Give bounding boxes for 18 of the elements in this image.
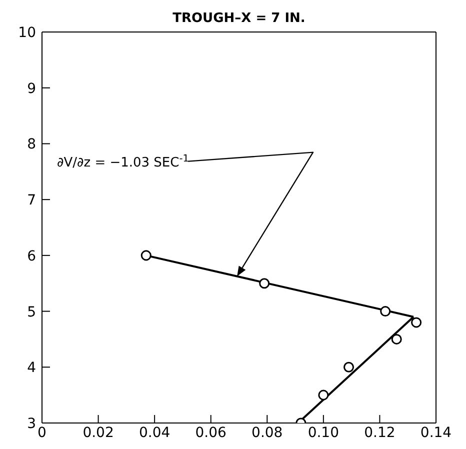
y-tick-label: 8 <box>27 136 36 153</box>
x-tick-label: 0.12 <box>364 424 396 441</box>
annotation: ∂V/∂z = −1.03 SEC$^{-1}$ <box>57 152 189 170</box>
x-tick-label: 0 <box>38 424 46 441</box>
x-tick-label: 0.10 <box>308 424 340 441</box>
x-tick-label: 0.06 <box>195 424 227 441</box>
chart-title: TROUGH–X = 7 IN. <box>172 11 306 26</box>
x-tick-label: 0.02 <box>82 424 114 441</box>
x-tick-label: 0.04 <box>138 424 170 441</box>
y-tick-label: 10 <box>18 24 36 41</box>
x-tick-label: 0.08 <box>252 424 283 441</box>
y-tick-label: 5 <box>27 304 36 320</box>
y-tick-label: 7 <box>27 192 36 209</box>
y-tick-label: 9 <box>27 80 36 97</box>
x-tick-label: 0.14 <box>420 424 452 441</box>
y-tick-label: 3 <box>27 416 36 432</box>
y-tick-label: 4 <box>27 360 36 376</box>
y-tick-label: 6 <box>27 248 36 264</box>
